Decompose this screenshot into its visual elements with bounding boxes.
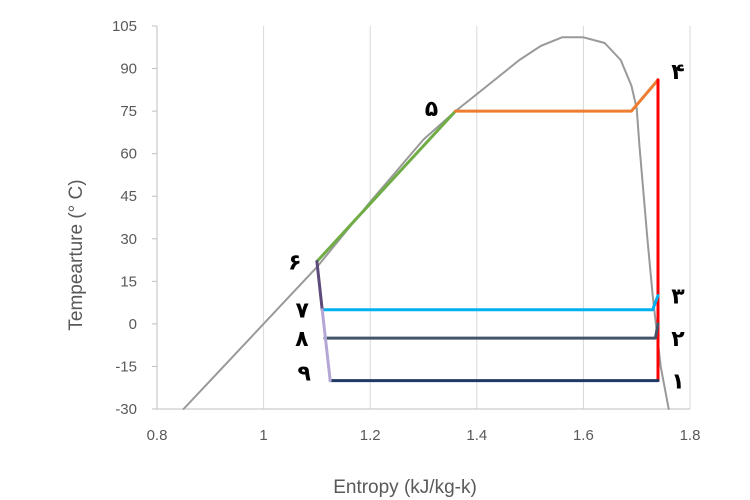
series-line-5 — [323, 322, 660, 340]
point-label: ۳ — [671, 285, 685, 310]
x-tick-label: 1.4 — [466, 427, 487, 444]
y-tick-label: -30 — [115, 401, 137, 418]
y-tick-label: 45 — [120, 188, 137, 205]
series-line-0 — [182, 36, 670, 410]
y-tick-label: 75 — [120, 103, 137, 120]
point-label: ۹ — [298, 362, 311, 387]
point-label: ۷ — [296, 299, 310, 324]
y-tick-label: 30 — [120, 231, 137, 248]
series-line-1 — [315, 109, 457, 263]
x-tick-label: 0.8 — [147, 427, 168, 444]
series-line-7 — [315, 260, 324, 312]
point-label: ۴ — [671, 60, 684, 85]
y-tick-label: -15 — [115, 358, 137, 375]
point-labels: ۱ ۲ ۳ ۴ ۵ ۶ ۷ ۸ ۹ — [288, 60, 685, 395]
series-line-4 — [320, 294, 660, 312]
x-tick-label: 1 — [259, 427, 267, 444]
x-tick-label: 1.8 — [680, 427, 701, 444]
series-line-2 — [454, 78, 660, 113]
x-tick-label: 1.6 — [573, 427, 594, 444]
y-tick-label: 90 — [120, 61, 137, 78]
y-tick-label: 105 — [112, 18, 137, 35]
y-tick-label: 60 — [120, 146, 137, 163]
point-label: ۲ — [671, 327, 685, 352]
series-lines — [182, 36, 670, 410]
series-line-8 — [320, 308, 332, 383]
point-label: ۵ — [425, 97, 438, 122]
x-axis-title: Entropy (kJ/kg-k) — [333, 477, 477, 498]
point-label: ۱ — [671, 370, 684, 395]
axes — [152, 25, 690, 410]
tick-labels: 0.8 1 1.2 1.4 1.6 1.8 -30 -15 0 15 30 45 60 75 90 105 — [112, 18, 700, 444]
x-tick-label: 1.2 — [360, 427, 381, 444]
y-axis-title: Tempearture (° C) — [66, 179, 87, 330]
point-label: ۶ — [288, 250, 301, 275]
point-label: ۸ — [295, 327, 309, 352]
y-tick-label: 0 — [129, 316, 137, 333]
y-tick-label: 15 — [120, 273, 137, 290]
